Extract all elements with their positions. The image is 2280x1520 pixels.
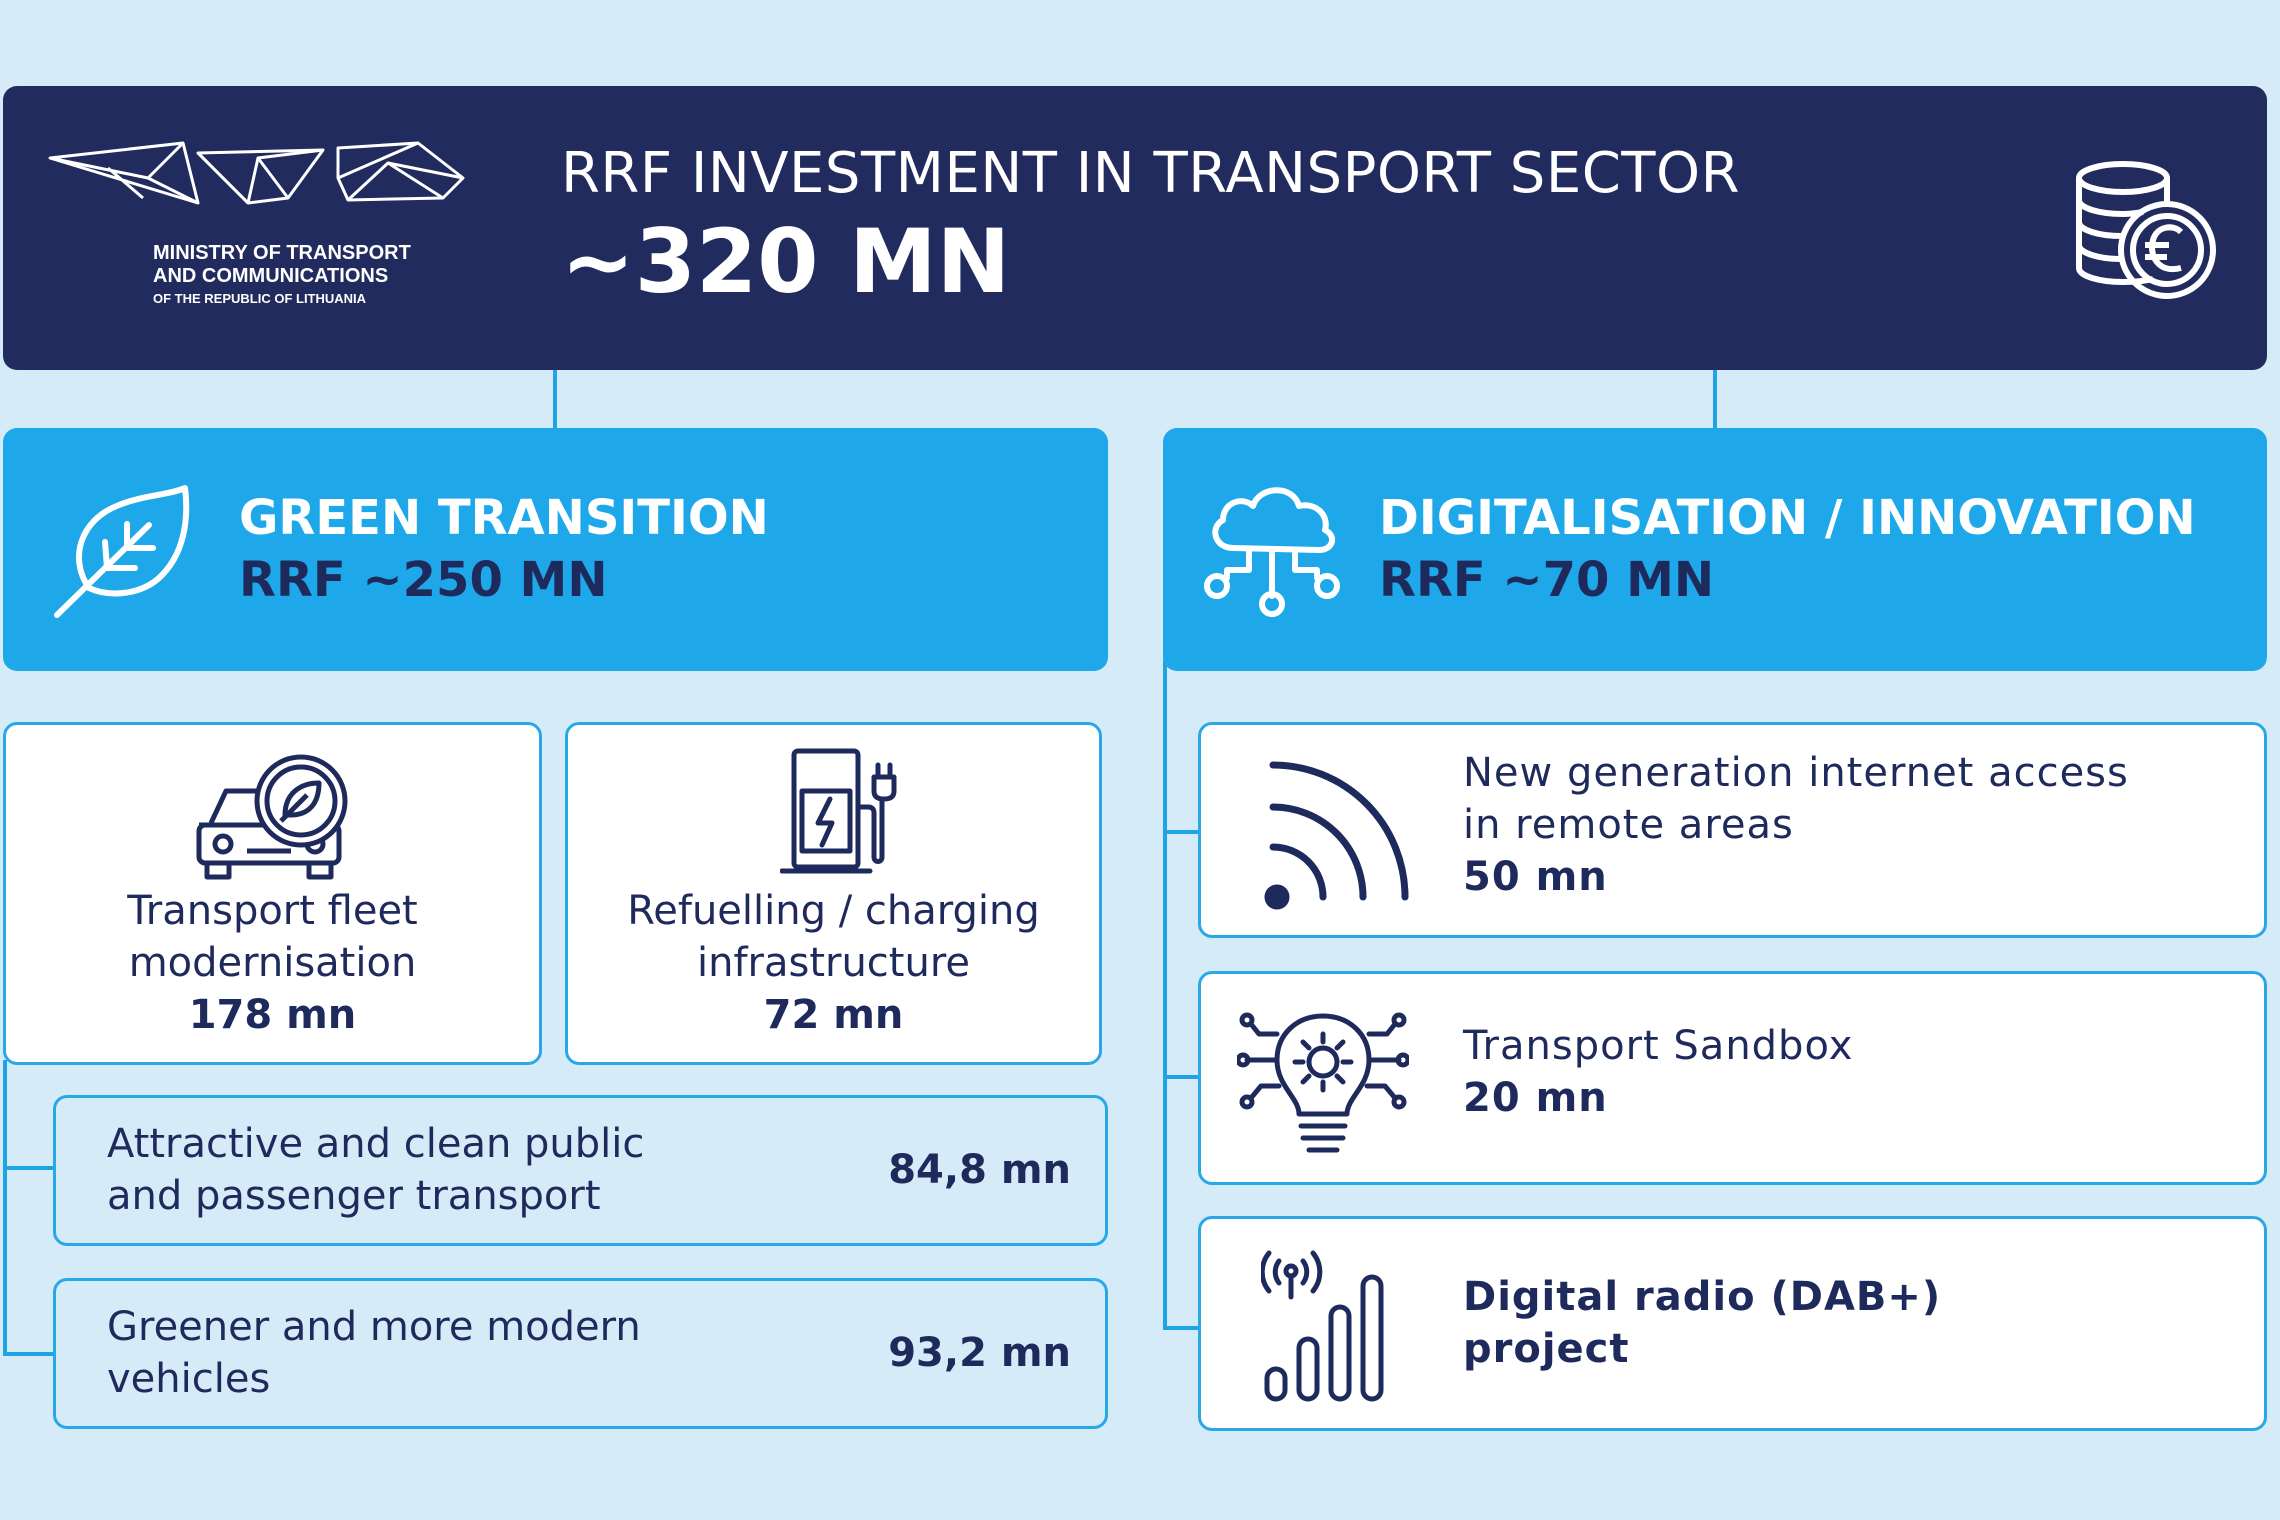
charging-value: 72 mn bbox=[763, 992, 904, 1038]
card-charging-infrastructure: Refuelling / charging infrastructure 72 … bbox=[565, 722, 1102, 1065]
charging-label-line-2: infrastructure bbox=[696, 940, 971, 986]
internet-label: New generation internet access in remote… bbox=[1463, 747, 2129, 851]
green-bracket-line bbox=[3, 1060, 7, 1356]
charging-station-icon bbox=[779, 747, 900, 887]
internet-value: 50 mn bbox=[1463, 854, 1608, 900]
ministry-line-1: MINISTRY OF TRANSPORT bbox=[153, 242, 411, 264]
radio-label-line-2: project bbox=[1463, 1326, 1630, 1372]
greener-vehicles-label-line-2: vehicles bbox=[107, 1356, 271, 1402]
header-banner: MINISTRY OF TRANSPORT AND COMMUNICATIONS… bbox=[3, 86, 2267, 370]
ministry-logo bbox=[48, 138, 468, 328]
digital-title: DIGITALISATION / INNOVATION bbox=[1379, 490, 2196, 546]
public-transport-value: 84,8 mn bbox=[888, 1147, 1071, 1193]
cloud-network-icon bbox=[1197, 478, 1347, 623]
charging-label-line-1: Refuelling / charging bbox=[627, 888, 1040, 934]
leaf-icon bbox=[49, 480, 199, 620]
connector-green bbox=[553, 370, 557, 428]
digital-bracket-tick-2 bbox=[1163, 1075, 1201, 1079]
public-transport-label: Attractive and clean public and passenge… bbox=[107, 1118, 644, 1222]
fleet-label-line-1: Transport fleet bbox=[127, 888, 418, 934]
row-greener-vehicles: Greener and more modern vehicles 93,2 mn bbox=[53, 1278, 1108, 1429]
sandbox-value: 20 mn bbox=[1463, 1075, 1608, 1121]
connector-digital bbox=[1713, 370, 1717, 428]
eco-car-icon bbox=[191, 753, 351, 883]
green-transition-box: GREEN TRANSITION RRF ~250 MN bbox=[3, 428, 1108, 671]
ministry-line-2: AND COMMUNICATIONS bbox=[153, 265, 389, 287]
page-title: RRF INVESTMENT IN TRANSPORT SECTOR bbox=[561, 141, 1740, 206]
green-amount: RRF ~250 MN bbox=[239, 552, 608, 608]
digital-bracket-line bbox=[1163, 660, 1167, 1330]
ministry-name: MINISTRY OF TRANSPORT AND COMMUNICATIONS… bbox=[153, 242, 433, 307]
fleet-label: Transport fleet modernisation bbox=[6, 885, 539, 989]
green-bracket-tick-1 bbox=[3, 1166, 57, 1170]
digital-amount: RRF ~70 MN bbox=[1379, 552, 1715, 608]
internet-label-line-1: New generation internet access bbox=[1463, 750, 2129, 796]
green-title: GREEN TRANSITION bbox=[239, 490, 769, 546]
internet-label-line-2: in remote areas bbox=[1463, 802, 1794, 848]
greener-vehicles-label-line-1: Greener and more modern bbox=[107, 1304, 641, 1350]
row-public-transport: Attractive and clean public and passenge… bbox=[53, 1095, 1108, 1246]
charging-label: Refuelling / charging infrastructure bbox=[568, 885, 1099, 989]
lightbulb-gear-icon bbox=[1235, 994, 1411, 1164]
public-transport-label-line-1: Attractive and clean public bbox=[107, 1121, 645, 1167]
item-internet-access: New generation internet access in remote… bbox=[1198, 722, 2267, 938]
greener-vehicles-value: 93,2 mn bbox=[888, 1330, 1071, 1376]
ministry-logo-icon bbox=[48, 141, 465, 205]
fleet-label-line-2: modernisation bbox=[128, 940, 417, 986]
sandbox-label: Transport Sandbox bbox=[1463, 1023, 1854, 1069]
radio-label-line-1: Digital radio (DAB+) bbox=[1463, 1274, 1942, 1320]
greener-vehicles-label: Greener and more modern vehicles bbox=[107, 1301, 641, 1405]
euro-coins-icon bbox=[2065, 150, 2219, 304]
item-digital-radio: Digital radio (DAB+) project bbox=[1198, 1216, 2267, 1431]
digital-bracket-tick-3 bbox=[1163, 1326, 1201, 1330]
green-bracket-tick-2 bbox=[3, 1352, 57, 1356]
public-transport-label-line-2: and passenger transport bbox=[107, 1173, 601, 1219]
item-transport-sandbox: Transport Sandbox 20 mn bbox=[1198, 971, 2267, 1185]
fleet-value: 178 mn bbox=[188, 992, 357, 1038]
radio-signal-bars-icon bbox=[1259, 1245, 1421, 1405]
total-amount: ~320 MN bbox=[561, 210, 1011, 313]
ministry-line-3: OF THE REPUBLIC OF LITHUANIA bbox=[153, 291, 367, 306]
digital-bracket-tick-1 bbox=[1163, 830, 1201, 834]
radio-label: Digital radio (DAB+) project bbox=[1463, 1271, 1941, 1375]
card-fleet-modernisation: Transport fleet modernisation 178 mn bbox=[3, 722, 542, 1065]
digitalisation-box: DIGITALISATION / INNOVATION RRF ~70 MN bbox=[1163, 428, 2267, 671]
wifi-signal-icon bbox=[1255, 751, 1415, 911]
